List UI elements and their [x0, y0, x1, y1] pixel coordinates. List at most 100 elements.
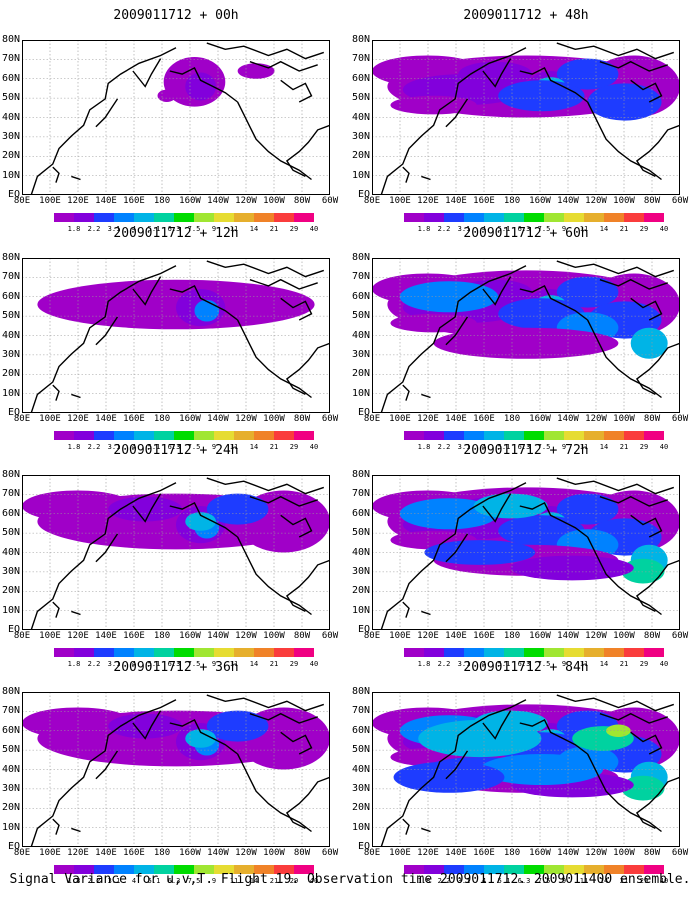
- lat-tick-label: EQ: [357, 189, 370, 200]
- legend-swatch: [214, 865, 234, 874]
- legend-swatch: [154, 648, 174, 657]
- legend-label: 21: [269, 443, 279, 451]
- lat-tick-label: 40N: [351, 546, 370, 558]
- legend-swatch: [194, 213, 214, 222]
- legend-label: 1.8: [67, 877, 81, 885]
- legend-swatch: [214, 213, 234, 222]
- legend-label: 4: [131, 660, 137, 668]
- legend-swatch: [524, 865, 544, 874]
- lat-tick-label: 70N: [1, 53, 20, 65]
- lat-tick-label: 40N: [1, 329, 20, 341]
- lat-tick-label: 30N: [351, 348, 370, 360]
- lon-tick-label: 160E: [123, 414, 145, 424]
- coastline: [285, 342, 330, 396]
- coastline: [519, 66, 589, 103]
- panel-title-p24: 2009011712 + 24h: [113, 443, 239, 458]
- lon-tick-label: 160E: [473, 196, 495, 206]
- panel-title-p48: 2009011712 + 48h: [463, 8, 589, 23]
- legend-swatch: [74, 213, 94, 222]
- coastline: [280, 297, 313, 321]
- lat-tick-label: 60N: [1, 290, 20, 302]
- coastline: [71, 175, 81, 181]
- legend-label: 11: [229, 877, 239, 885]
- lat-tick-label: 80N: [351, 686, 370, 697]
- variance-area: [206, 710, 269, 742]
- legend-label: 3.1: [107, 225, 121, 233]
- variance-area: [185, 512, 217, 531]
- legend-swatch: [214, 431, 234, 440]
- lat-tick-label: 20N: [1, 368, 20, 380]
- coastline: [206, 42, 325, 60]
- coastline: [421, 393, 431, 399]
- legend-label: 40: [309, 225, 319, 233]
- lat-tick-label: 80N: [1, 686, 20, 697]
- legend-swatch: [404, 213, 424, 222]
- lon-tick-label: 140W: [557, 196, 579, 206]
- lat-tick-label: 50N: [351, 527, 370, 539]
- coastline: [586, 319, 662, 399]
- legend-swatch: [644, 213, 664, 222]
- coastline: [71, 610, 81, 616]
- legend-swatch: [94, 865, 114, 874]
- legend-swatch: [564, 648, 584, 657]
- lon-tick-label: 120E: [417, 414, 439, 424]
- legend-swatch: [464, 213, 484, 222]
- lon-tick-label: 160E: [473, 631, 495, 641]
- variance-area: [393, 761, 505, 793]
- legend-swatch: [234, 648, 254, 657]
- coastline: [556, 42, 675, 60]
- legend-label: 7.5: [537, 877, 551, 885]
- legend-label: 6.3: [167, 225, 181, 233]
- legend-swatch: [54, 213, 74, 222]
- legend-label: 3.1: [457, 225, 471, 233]
- lat-tick-label: 40N: [351, 763, 370, 775]
- lat-tick-label: 70N: [351, 488, 370, 500]
- legend-swatch: [424, 648, 444, 657]
- legend-label: 4: [481, 877, 487, 885]
- lon-tick-label: 140E: [95, 196, 117, 206]
- legend-swatch: [604, 213, 624, 222]
- variance-area: [510, 555, 634, 581]
- coastline: [380, 47, 527, 195]
- legend-swatch: [584, 213, 604, 222]
- legend-label: 1.8: [67, 660, 81, 668]
- lat-tick-label: EQ: [357, 841, 370, 852]
- legend-label: 1.8: [67, 443, 81, 451]
- legend-swatch: [114, 865, 134, 874]
- legend-swatch: [134, 648, 154, 657]
- variance-area: [185, 72, 217, 101]
- legend-swatch: [174, 431, 194, 440]
- legend-label: 21: [269, 877, 279, 885]
- lat-tick-label: 70N: [351, 705, 370, 717]
- lat-tick-label: 50N: [351, 744, 370, 756]
- variance-area: [108, 713, 183, 739]
- coastline: [52, 384, 60, 401]
- lon-tick-label: 160W: [529, 631, 551, 641]
- legend-label: 14: [599, 225, 609, 233]
- legend-label: 11: [229, 225, 239, 233]
- coastline: [635, 776, 680, 830]
- legend-label: 7.5: [537, 660, 551, 668]
- legend-label: 14: [249, 660, 259, 668]
- lon-tick-label: 160E: [473, 848, 495, 858]
- lon-tick-label: 60W: [321, 196, 339, 206]
- lon-tick-label: 100W: [613, 631, 635, 641]
- lat-tick-label: 10N: [1, 169, 20, 181]
- lat-tick-label: 70N: [1, 488, 20, 500]
- lon-tick-label: 100W: [263, 631, 285, 641]
- lon-tick-label: 80W: [293, 631, 311, 641]
- lon-tick-label: 140E: [95, 631, 117, 641]
- coastline: [482, 710, 512, 740]
- lat-tick-label: 60N: [351, 72, 370, 84]
- legend-label: 21: [269, 225, 279, 233]
- legend-swatch: [114, 431, 134, 440]
- lon-tick-label: 140W: [557, 848, 579, 858]
- coastline: [95, 316, 119, 346]
- lon-tick-label: 100E: [39, 196, 61, 206]
- lon-tick-label: 160W: [529, 196, 551, 206]
- lon-tick-label: 140W: [207, 414, 229, 424]
- legend-label: 2.2: [437, 443, 451, 451]
- lon-tick-label: 180: [503, 196, 521, 206]
- coastline: [556, 260, 675, 278]
- map-frame: [372, 258, 680, 413]
